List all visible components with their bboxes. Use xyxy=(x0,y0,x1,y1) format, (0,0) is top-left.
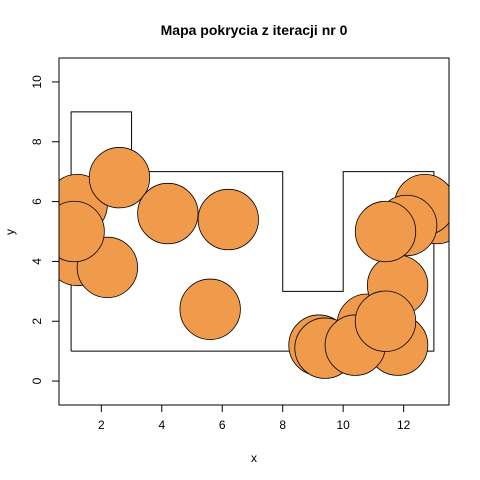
y-axis: 0 2 4 6 8 10 xyxy=(30,75,60,384)
x-tick-label-2: 2 xyxy=(98,418,105,432)
coverage-circle-18 xyxy=(354,290,417,352)
x-tick-label-8: 8 xyxy=(279,418,286,432)
x-tick-label-10: 10 xyxy=(337,418,351,432)
y-tick-label-4: 4 xyxy=(30,258,44,265)
coverage-circle-4 xyxy=(137,182,199,245)
y-tick-label-8: 8 xyxy=(30,138,44,145)
chart-title: Mapa pokrycia z iteracji nr 0 xyxy=(161,22,348,38)
y-tick-label-2: 2 xyxy=(30,318,44,325)
coverage-circle-5 xyxy=(197,188,259,251)
x-tick-label-4: 4 xyxy=(158,418,165,432)
y-tick-label-0: 0 xyxy=(30,377,44,384)
x-axis: 2 4 6 8 10 12 xyxy=(98,404,411,432)
coverage-circle-17 xyxy=(354,200,417,263)
x-tick-label-12: 12 xyxy=(397,418,411,432)
y-tick-label-6: 6 xyxy=(30,198,44,205)
x-tick-label-6: 6 xyxy=(219,418,226,432)
coverage-circles xyxy=(59,147,449,379)
coverage-circle-6 xyxy=(59,200,105,263)
coverage-circle-3 xyxy=(88,147,151,209)
y-tick-label-10: 10 xyxy=(30,75,44,89)
y-axis-title: y xyxy=(3,229,17,235)
coverage-circle-7 xyxy=(179,278,241,340)
x-axis-title: x xyxy=(251,451,257,465)
